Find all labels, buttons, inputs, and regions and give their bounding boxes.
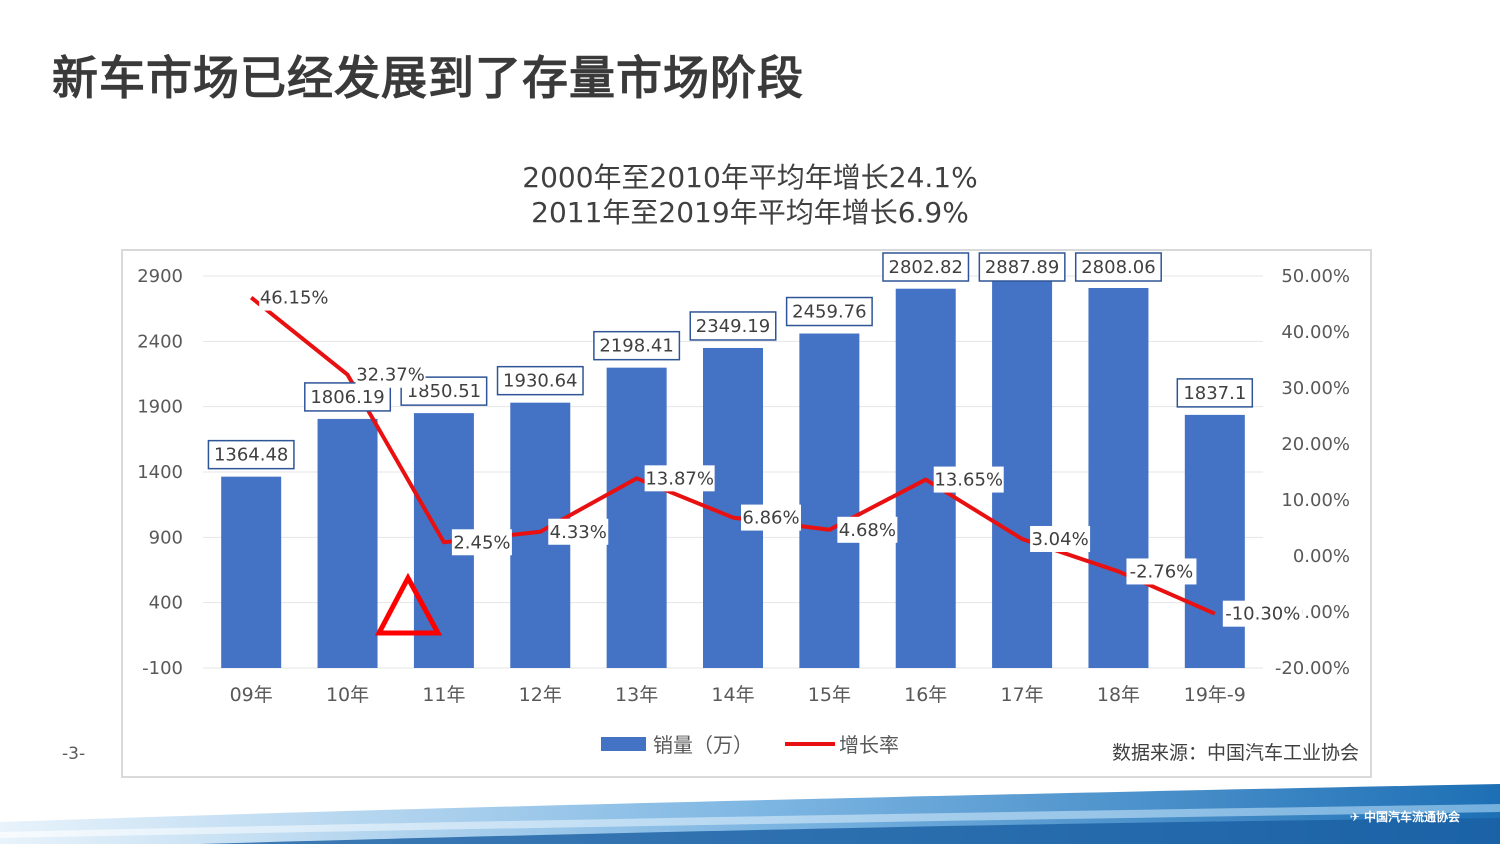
line-value-label: 4.68% <box>839 520 896 541</box>
bar-value-label: 1837.1 <box>1183 383 1246 404</box>
line-value-label: 13.65% <box>934 470 1003 491</box>
bar <box>221 476 282 668</box>
page-number: -3- <box>62 744 86 764</box>
bar-value-label: 1930.64 <box>503 371 577 392</box>
slide-title: 新车市场已经发展到了存量市场阶段 <box>52 51 804 105</box>
logo-text: 中国汽车流通协会 <box>1363 810 1460 824</box>
bar-value-label-box <box>689 311 777 341</box>
data-source-note: 数据来源：中国汽车工业协会 <box>1111 742 1359 764</box>
line-value-label-bg <box>1030 525 1091 552</box>
bar-value-label: 1806.19 <box>310 387 384 408</box>
line-value-label: -2.76% <box>1130 561 1194 582</box>
right-axis-tick-label: 50.00% <box>1281 266 1350 287</box>
bar-value-label-box <box>882 252 970 282</box>
legend-label-sales: 销量（万） <box>653 733 753 757</box>
bar-value-label-box <box>593 330 681 361</box>
subtitle-line-2: 2011年至2019年平均年增长6.9% <box>531 196 969 229</box>
bar-value-label-box <box>1176 378 1254 408</box>
bar-value-label: 2459.76 <box>792 302 866 323</box>
right-axis-tick-label: 30.00% <box>1281 378 1350 399</box>
line-value-label-bg <box>644 465 715 492</box>
line-value-label: 2.45% <box>453 532 510 553</box>
bar-value-label: 2887.89 <box>985 257 1059 278</box>
right-axis-tick-label: 10.00% <box>1281 490 1350 511</box>
right-axis-tick-label: -20.00% <box>1275 658 1350 679</box>
x-axis-category-label: 18年 <box>1097 684 1140 706</box>
chart-frame: 2900 2400 1900 1400 900 400 -100 50.00% 40.00% 30… <box>121 249 1372 778</box>
bar <box>799 333 860 668</box>
x-axis-category-label: 19年-9 <box>1184 684 1246 706</box>
x-axis-category-label: 09年 <box>230 684 273 706</box>
left-axis-tick-label: 1900 <box>137 397 183 418</box>
bar-value-label: 2349.19 <box>696 316 770 337</box>
bar <box>606 367 667 668</box>
line-value-label: 3.04% <box>1031 529 1088 550</box>
legend-label-growth: 增长率 <box>839 733 899 757</box>
x-axis-category-label: 16年 <box>904 684 947 706</box>
bar <box>1184 414 1245 668</box>
legend-swatch-sales <box>601 737 646 751</box>
line-value-label-bg <box>1222 600 1303 627</box>
x-axis-category-label: 15年 <box>808 684 851 706</box>
x-axis-category-label: 13年 <box>615 684 658 706</box>
combo-chart: 2900 2400 1900 1400 900 400 -100 50.00% 40.00% 30… <box>137 252 1350 757</box>
line-value-label-bg <box>451 529 512 556</box>
bar-value-label: 1364.48 <box>214 445 288 466</box>
logo-mark-icon: ✈ <box>1349 810 1360 824</box>
bar-value-label: 2198.41 <box>599 336 673 357</box>
bar-value-label-box <box>207 439 295 470</box>
x-axis-category-label: 11年 <box>422 684 465 706</box>
left-axis-tick-label: -100 <box>142 658 183 679</box>
bar-value-label: 2808.06 <box>1081 257 1155 278</box>
line-value-label-bg <box>355 361 426 388</box>
line-value-label: 13.87% <box>645 468 714 489</box>
bar <box>317 418 378 668</box>
left-axis-tick-label: 400 <box>149 593 183 614</box>
line-value-label: 4.33% <box>550 522 607 543</box>
line-value-label-bg <box>1126 558 1197 585</box>
x-axis-category-label: 12年 <box>519 684 562 706</box>
x-axis-category-label: 10年 <box>326 684 369 706</box>
right-axis-tick-label: 40.00% <box>1281 322 1350 343</box>
line-value-label-bg <box>741 504 801 531</box>
line-value-label-bg <box>259 284 330 311</box>
left-axis-tick-label: 1400 <box>137 462 183 483</box>
warning-triangle-icon <box>374 572 443 636</box>
line-value-label: 46.15% <box>260 288 329 309</box>
right-axis-tick-label: 20.00% <box>1281 434 1350 455</box>
left-axis-tick-label: 900 <box>149 527 183 548</box>
subtitle-line-1: 2000年至2010年平均年增长24.1% <box>522 161 978 194</box>
bar-value-label-box <box>978 252 1066 282</box>
left-axis-tick-label: 2900 <box>137 266 183 287</box>
bar <box>1088 288 1149 668</box>
left-axis-tick-label: 2400 <box>137 331 183 352</box>
x-axis-category-label: 17年 <box>1000 684 1043 706</box>
line-value-label: -10.30% <box>1225 604 1300 625</box>
line-value-label-bg <box>837 516 898 543</box>
line-value-label-bg <box>933 466 1004 493</box>
footer-wave-band <box>0 784 1500 844</box>
line-value-label: 32.37% <box>356 365 425 386</box>
right-axis-tick-label: 0.00% <box>1293 546 1350 567</box>
bar-value-label: 2802.82 <box>889 257 963 278</box>
bar-value-label-box <box>1074 252 1162 282</box>
x-axis-category-label: 14年 <box>711 684 754 706</box>
bar-value-label-box <box>496 365 584 396</box>
association-logo: ✈ 中国汽车流通协会 <box>1350 808 1460 825</box>
line-value-label-bg <box>548 518 609 545</box>
line-value-label: 6.86% <box>742 508 799 529</box>
bar-value-label-box <box>785 296 873 327</box>
